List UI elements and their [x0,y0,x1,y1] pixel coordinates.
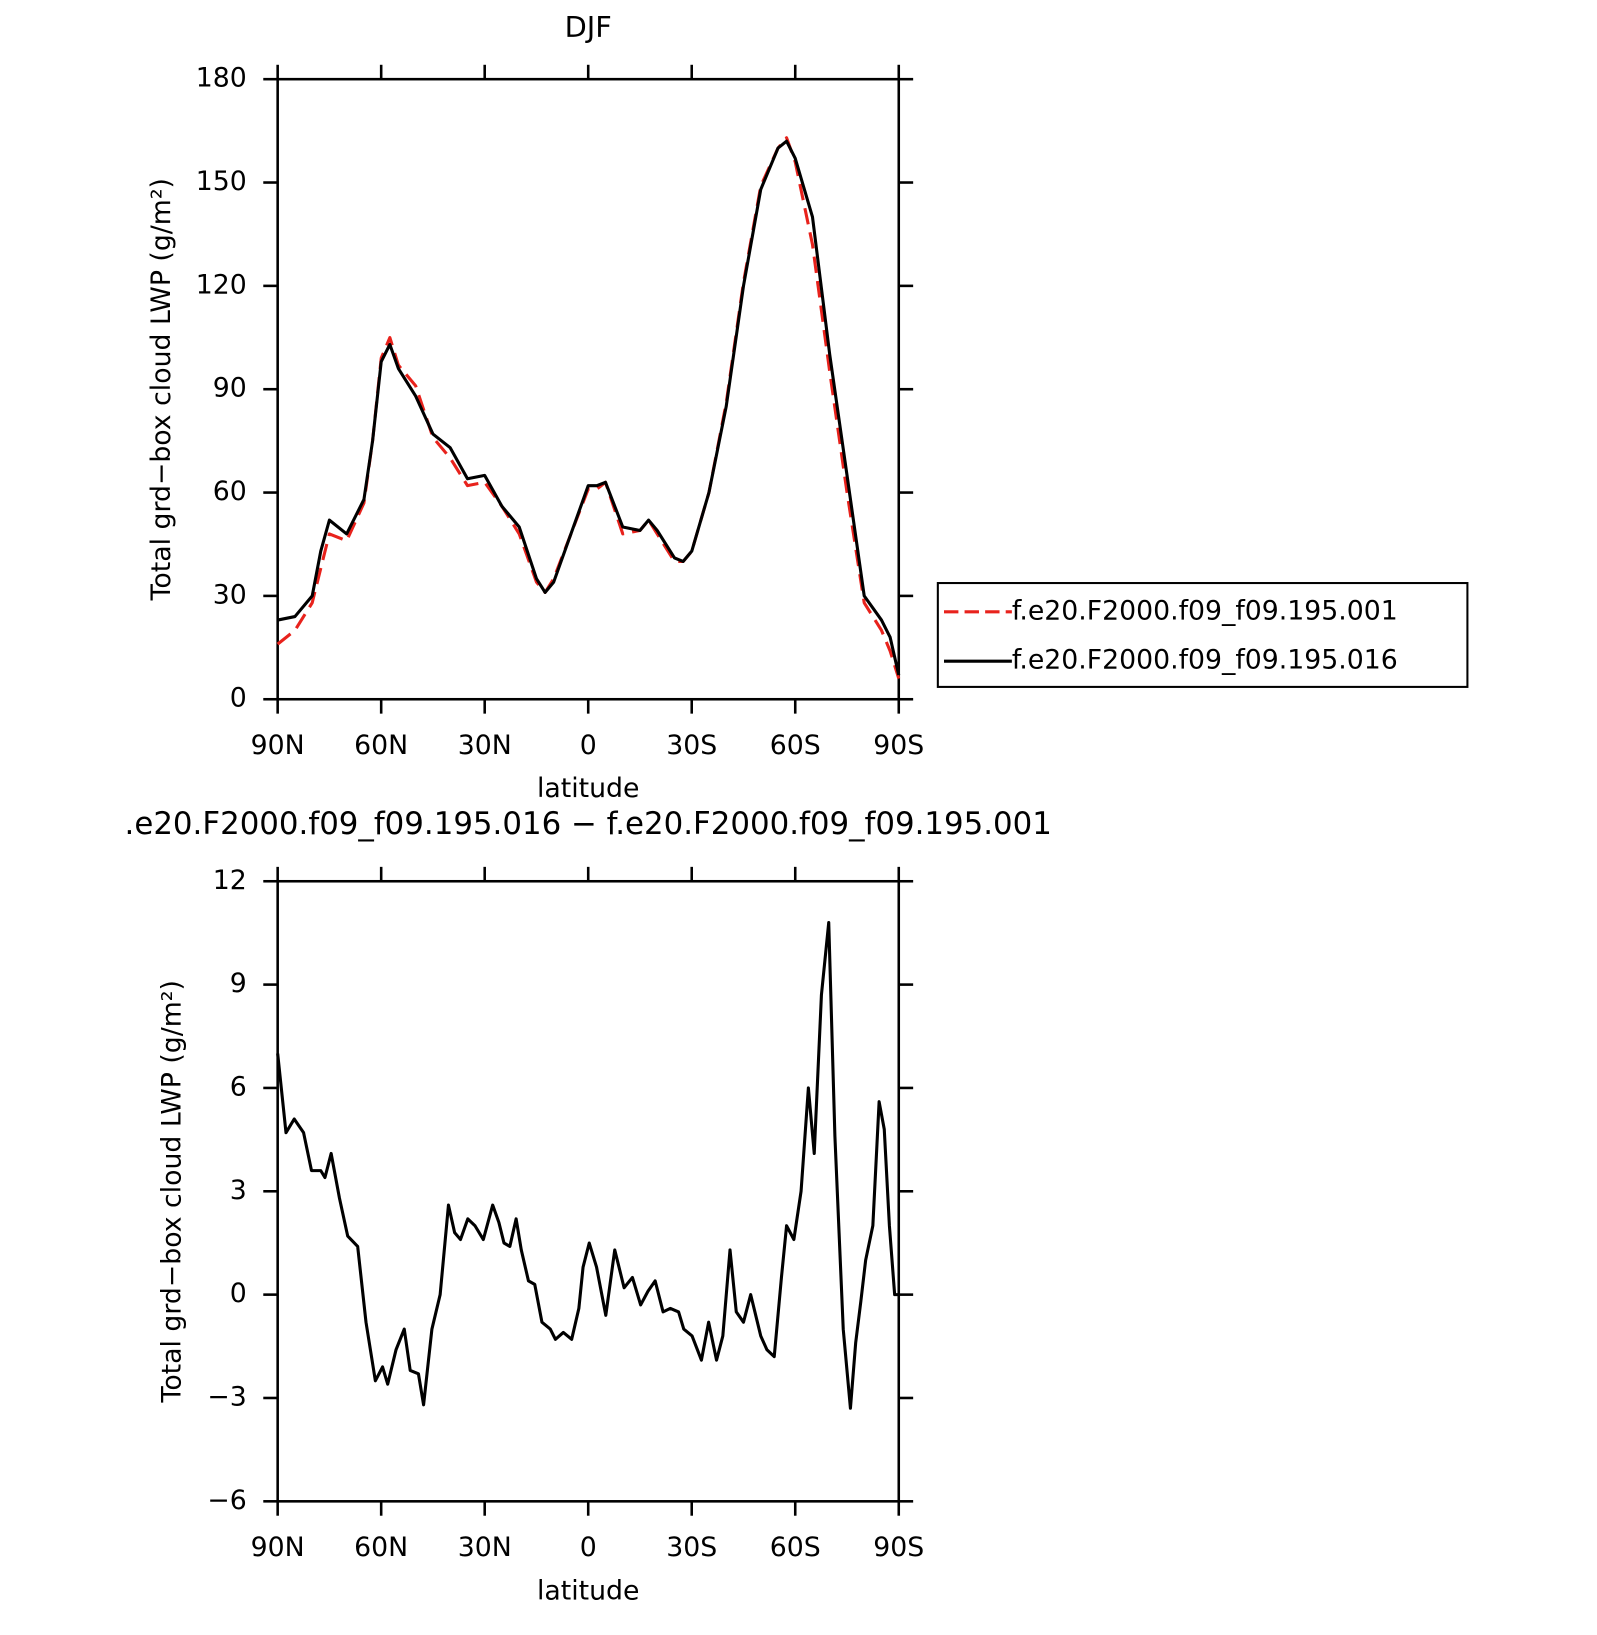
plot-frame [276,77,901,701]
legend-label: f.e20.F2000.f09_f09.195.001 [1012,595,1398,626]
chart-title: .e20.F2000.f09_f09.195.016 − f.e20.F2000… [125,806,1052,842]
x-tick-label: 60N [354,1532,408,1563]
y-tick-label: −6 [207,1485,246,1516]
x-tick-label: 60S [770,1532,821,1563]
series-line [276,921,899,1410]
y-tick-label: 30 [213,579,247,610]
x-axis-label: latitude [537,773,640,804]
legend-box [936,582,1469,688]
x-tick-label: 0 [580,730,597,761]
y-axis-label: Total grd−box cloud LWP (g/m²) [146,178,177,601]
legend-label: f.e20.F2000.f09_f09.195.016 [1012,645,1398,676]
x-tick-label: 30S [666,1532,717,1563]
x-tick-label: 0 [580,1532,597,1563]
y-tick-label: 90 [213,373,247,404]
y-tick-label: −3 [207,1381,246,1412]
y-tick-label: 60 [213,476,247,507]
series-line [277,139,901,676]
x-tick-label: 60N [354,730,408,761]
x-tick-label: 90S [873,730,924,761]
x-tick-label: 60S [770,730,821,761]
series-line [276,136,901,680]
x-tick-label: 90S [873,1532,924,1563]
x-axis-label: latitude [537,1575,640,1606]
x-tick-label: 30N [458,730,512,761]
x-tick-label: 90N [251,1532,305,1563]
y-tick-label: 0 [230,683,247,714]
y-axis-label: Total grd−box cloud LWP (g/m²) [156,980,187,1403]
x-tick-label: 30S [666,730,717,761]
y-tick-label: 120 [196,269,247,300]
y-tick-label: 3 [230,1175,247,1206]
y-tick-label: 12 [213,865,247,896]
y-tick-label: 180 [196,63,247,94]
x-tick-label: 30N [458,1532,512,1563]
y-tick-label: 6 [230,1071,247,1102]
y-tick-label: 9 [230,968,247,999]
chart-title: DJF [565,10,612,44]
y-tick-label: 0 [230,1278,247,1309]
plot-frame [276,879,901,1503]
x-tick-label: 90N [251,730,305,761]
y-tick-label: 150 [196,166,247,197]
